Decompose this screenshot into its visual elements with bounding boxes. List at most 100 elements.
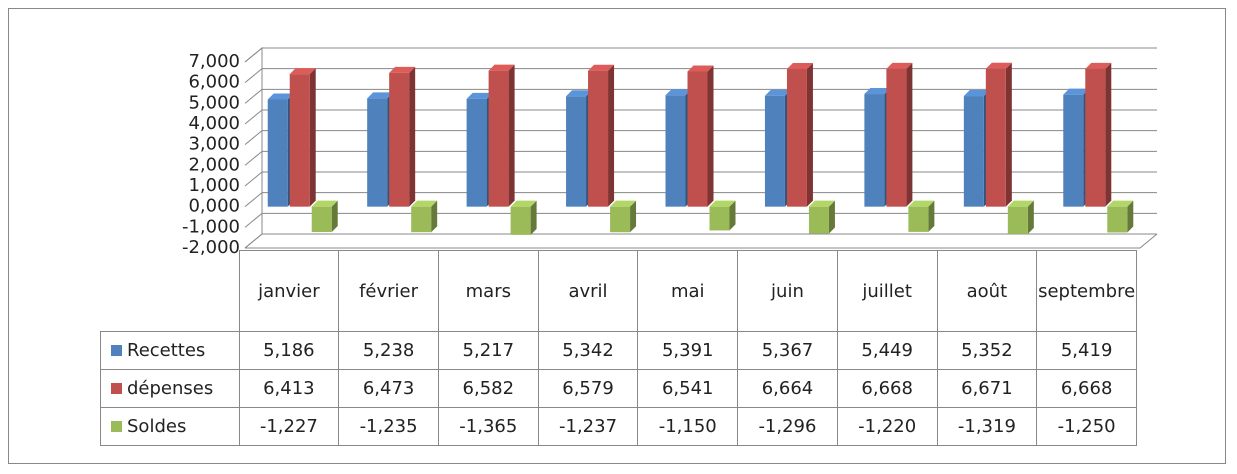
table-value: 5,367 [737, 331, 838, 370]
legend-key [111, 345, 122, 356]
table-value: 6,671 [936, 369, 1038, 408]
y-tick-label: 1,000 [188, 175, 240, 196]
y-tick-label: 5,000 [188, 92, 240, 113]
table-value: -1,237 [537, 407, 639, 446]
table-header-row: janvier février mars avril mai juin juillet aoû… [101, 250, 1137, 332]
bar [289, 74, 310, 207]
legend-label: Recettes [127, 340, 206, 361]
floor [245, 233, 1158, 249]
y-tick-label: 7,000 [188, 51, 240, 72]
bar [687, 71, 708, 207]
x-tick-label: avril [537, 250, 639, 332]
bar [665, 95, 686, 207]
bar-top [963, 90, 990, 97]
x-tick-label: mars [437, 250, 539, 332]
bar-top [267, 93, 294, 100]
bar-top [289, 68, 316, 75]
bar [1107, 206, 1128, 233]
grid-line [244, 47, 1157, 63]
bar [311, 206, 332, 233]
data-table: janvier février mars avril mai juin juillet aoû… [100, 250, 1137, 446]
bar-side [530, 200, 537, 235]
table-value: 6,668 [836, 369, 938, 408]
bar-top [566, 90, 593, 97]
table-value: -1,365 [437, 407, 539, 446]
table-value: -1,235 [338, 407, 439, 446]
table-row: Soldes -1,227 -1,235 -1,365 -1,237 -1,150 -1,2… [100, 407, 1137, 446]
y-tick-label: 4,000 [188, 113, 240, 134]
bar-side [806, 62, 813, 207]
y-tick-label: 0,000 [188, 196, 240, 217]
bar [985, 68, 1006, 207]
bar [864, 94, 885, 207]
bar-side [1027, 200, 1034, 234]
legend-label: Soldes [127, 416, 187, 437]
legend-key [111, 383, 122, 394]
table-value: -1,296 [737, 407, 838, 446]
legend-entry: Soldes [100, 407, 240, 446]
grid-line [244, 150, 1157, 166]
bar-side [729, 200, 736, 231]
bar [1007, 206, 1028, 234]
bar [466, 98, 487, 207]
table-value: -1,227 [238, 407, 340, 446]
bar-top [488, 64, 515, 71]
table-value: 6,668 [1036, 369, 1137, 408]
bar-top [610, 200, 637, 207]
bar-top [1107, 200, 1134, 207]
x-tick-label: janvier [238, 250, 340, 332]
bar-side [608, 64, 615, 207]
legend-label: dépenses [127, 378, 214, 399]
table-row: Recettes 5,186 5,238 5,217 5,342 5,391 5,367 5,… [100, 331, 1137, 370]
bar [908, 206, 929, 232]
x-tick-label: février [338, 250, 439, 332]
bar [1063, 94, 1084, 207]
bar [1085, 68, 1106, 207]
bar-top [389, 66, 416, 73]
bar-top [985, 62, 1012, 69]
bar-side [1005, 62, 1012, 207]
legend-entry: dépenses [100, 369, 240, 408]
table-value: 6,541 [637, 369, 739, 408]
grid-line [244, 68, 1157, 84]
chart-frame [8, 8, 1226, 464]
y-tick-label: 3,000 [188, 134, 240, 155]
bar-top [1007, 200, 1034, 207]
bar-top [1063, 88, 1090, 95]
bar-top [864, 88, 891, 95]
bar-side [431, 200, 438, 233]
y-tick-label: -2,000 [182, 237, 240, 258]
bar-top [886, 62, 913, 69]
bar-top [311, 200, 338, 207]
table-value: 5,217 [437, 331, 539, 370]
grid-line [244, 130, 1157, 146]
bar-side [707, 65, 714, 207]
x-tick-label: juin [737, 250, 838, 332]
x-tick-label: septembre [1036, 250, 1137, 332]
table-value: 5,352 [936, 331, 1038, 370]
table-value: 5,419 [1036, 331, 1137, 370]
bar-top [588, 64, 615, 71]
grid-line [244, 109, 1157, 125]
table-value: 5,186 [238, 331, 340, 370]
bar-top [1085, 62, 1112, 69]
bar [808, 206, 829, 234]
bar-top [786, 62, 813, 69]
table-row: dépenses 6,413 6,473 6,582 6,579 6,541 6,664 6,… [100, 369, 1137, 408]
bar-top [466, 92, 493, 99]
legend-key [111, 421, 122, 432]
bar [510, 206, 531, 235]
table-corner [101, 251, 240, 332]
table-value: -1,250 [1036, 407, 1137, 446]
bar-side [630, 200, 637, 233]
grid-line [244, 171, 1157, 187]
y-tick-label: -1,000 [182, 216, 240, 237]
table-value: 6,582 [437, 369, 539, 408]
bar-side [1105, 62, 1112, 207]
bar-top [908, 200, 935, 207]
table-value: -1,220 [836, 407, 938, 446]
bar-top [764, 89, 791, 96]
grid-line [244, 88, 1157, 104]
